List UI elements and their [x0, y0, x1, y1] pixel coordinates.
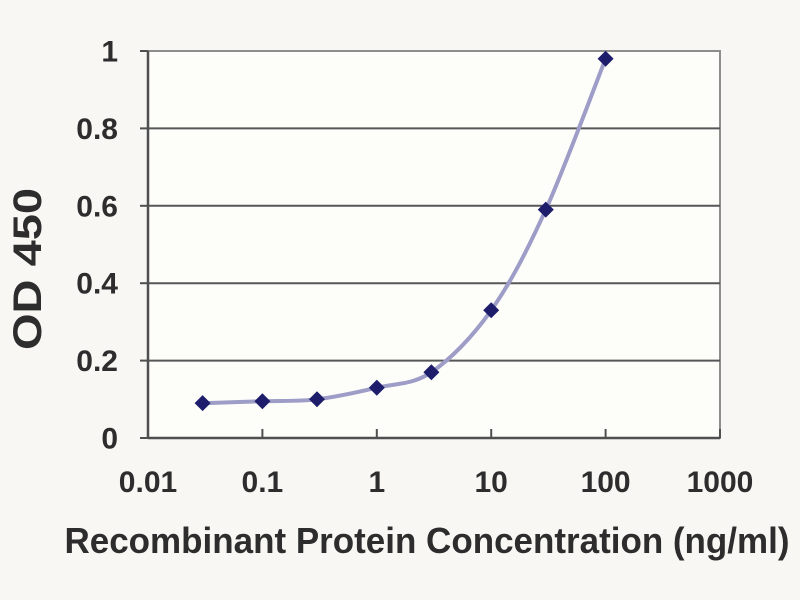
data-point-marker-1 [254, 393, 271, 410]
x-tick-label-0.01: 0.01 [119, 466, 177, 499]
y-tick-label-0.4: 0.4 [76, 268, 118, 301]
x-tick-label-10: 10 [475, 466, 508, 499]
y-tick-label-0.8: 0.8 [76, 113, 118, 146]
data-point-marker-4 [423, 364, 440, 381]
data-point-marker-7 [597, 50, 614, 67]
data-point-marker-2 [308, 391, 325, 408]
data-point-marker-5 [483, 302, 500, 319]
y-axis-ticks-group: 0 0.2 0.4 0.6 0.8 1 [76, 36, 148, 456]
y-axis-title: OD 450 [6, 188, 50, 350]
x-tick-label-1: 1 [368, 466, 385, 499]
x-tick-label-100: 100 [581, 466, 631, 499]
data-series-group [194, 50, 614, 412]
x-axis-ticks-group: 0.01 0.1 1 10 100 1000 [119, 429, 754, 499]
y-tick-label-0.2: 0.2 [76, 345, 118, 378]
y-tick-label-1: 1 [101, 36, 118, 69]
x-axis-title: Recombinant Protein Concentration (ng/ml… [65, 520, 790, 561]
x-tick-label-1000: 1000 [687, 466, 754, 499]
y-tick-label-0: 0 [101, 423, 118, 456]
y-tick-label-0.6: 0.6 [76, 190, 118, 223]
plot-area [147, 50, 721, 439]
x-tick-label-0.1: 0.1 [242, 466, 284, 499]
data-point-marker-3 [368, 379, 385, 396]
axes-group [146, 51, 720, 440]
gridlines-group [148, 127, 720, 362]
data-point-marker-0 [194, 395, 211, 412]
data-point-marker-6 [537, 201, 554, 218]
